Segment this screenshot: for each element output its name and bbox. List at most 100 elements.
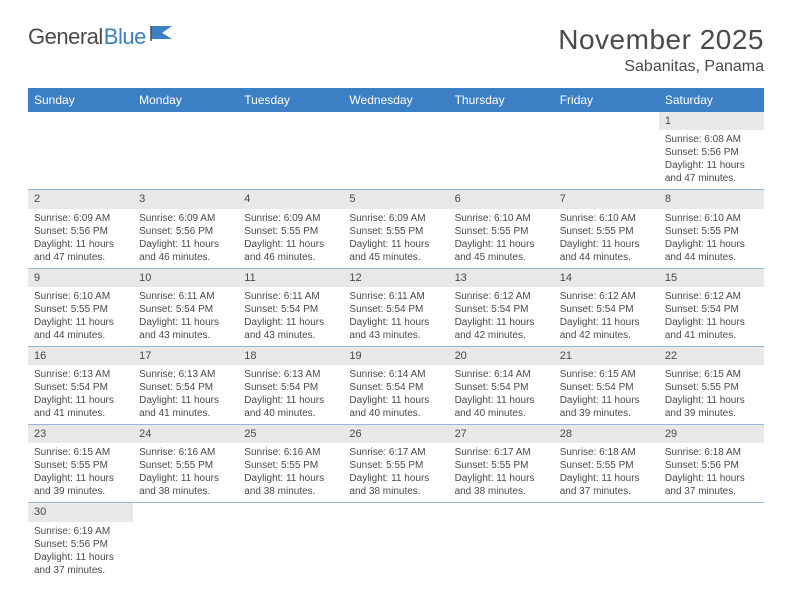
daylight-text: and 47 minutes. [665,172,758,185]
brand-part1: General [28,24,103,50]
sunrise-text: Sunrise: 6:10 AM [34,290,127,303]
day-number: 18 [238,347,343,365]
day-details: Sunrise: 6:13 AMSunset: 5:54 PMDaylight:… [133,365,238,424]
day-details: Sunrise: 6:11 AMSunset: 5:54 PMDaylight:… [133,287,238,346]
daylight-text: and 43 minutes. [349,329,442,342]
daylight-text: and 44 minutes. [560,251,653,264]
day-details: Sunrise: 6:13 AMSunset: 5:54 PMDaylight:… [28,365,133,424]
sunset-text: Sunset: 5:56 PM [34,225,127,238]
day-details: Sunrise: 6:13 AMSunset: 5:54 PMDaylight:… [238,365,343,424]
daylight-text: and 37 minutes. [560,485,653,498]
sunset-text: Sunset: 5:54 PM [244,381,337,394]
day-number: 8 [659,190,764,208]
daylight-text: Daylight: 11 hours [139,238,232,251]
calendar-cell: 10Sunrise: 6:11 AMSunset: 5:54 PMDayligh… [133,268,238,346]
sunrise-text: Sunrise: 6:18 AM [560,446,653,459]
daylight-text: and 46 minutes. [244,251,337,264]
calendar-cell: 23Sunrise: 6:15 AMSunset: 5:55 PMDayligh… [28,425,133,503]
daylight-text: and 37 minutes. [34,564,127,577]
day-details: Sunrise: 6:11 AMSunset: 5:54 PMDaylight:… [343,287,448,346]
daylight-text: Daylight: 11 hours [244,394,337,407]
day-details: Sunrise: 6:16 AMSunset: 5:55 PMDaylight:… [133,443,238,502]
sunset-text: Sunset: 5:55 PM [455,225,548,238]
calendar-cell [343,112,448,190]
daylight-text: Daylight: 11 hours [244,238,337,251]
calendar-table: Sunday Monday Tuesday Wednesday Thursday… [28,88,764,581]
daylight-text: Daylight: 11 hours [34,316,127,329]
day-number: 10 [133,269,238,287]
daylight-text: Daylight: 11 hours [455,238,548,251]
day-number: 9 [28,269,133,287]
day-number: 12 [343,269,448,287]
daylight-text: and 47 minutes. [34,251,127,264]
daylight-text: and 39 minutes. [560,407,653,420]
day-number: 27 [449,425,554,443]
calendar-row: 1Sunrise: 6:08 AMSunset: 5:56 PMDaylight… [28,112,764,190]
daylight-text: Daylight: 11 hours [139,394,232,407]
sunrise-text: Sunrise: 6:15 AM [34,446,127,459]
sunrise-text: Sunrise: 6:09 AM [34,212,127,225]
calendar-row: 16Sunrise: 6:13 AMSunset: 5:54 PMDayligh… [28,346,764,424]
sunset-text: Sunset: 5:55 PM [560,459,653,472]
calendar-cell [343,503,448,581]
sunrise-text: Sunrise: 6:13 AM [34,368,127,381]
day-details: Sunrise: 6:15 AMSunset: 5:54 PMDaylight:… [554,365,659,424]
calendar-cell: 27Sunrise: 6:17 AMSunset: 5:55 PMDayligh… [449,425,554,503]
sunset-text: Sunset: 5:55 PM [34,303,127,316]
calendar-cell: 19Sunrise: 6:14 AMSunset: 5:54 PMDayligh… [343,346,448,424]
daylight-text: Daylight: 11 hours [34,238,127,251]
daylight-text: and 40 minutes. [244,407,337,420]
sunrise-text: Sunrise: 6:11 AM [139,290,232,303]
sunset-text: Sunset: 5:54 PM [560,303,653,316]
flag-icon [150,24,176,42]
calendar-cell: 14Sunrise: 6:12 AMSunset: 5:54 PMDayligh… [554,268,659,346]
sunrise-text: Sunrise: 6:10 AM [560,212,653,225]
sunrise-text: Sunrise: 6:15 AM [560,368,653,381]
day-number: 11 [238,269,343,287]
daylight-text: Daylight: 11 hours [349,238,442,251]
day-number: 13 [449,269,554,287]
daylight-text: and 40 minutes. [349,407,442,420]
weekday-header: Thursday [449,88,554,112]
daylight-text: and 38 minutes. [349,485,442,498]
day-number: 14 [554,269,659,287]
calendar-row: 2Sunrise: 6:09 AMSunset: 5:56 PMDaylight… [28,190,764,268]
calendar-cell: 11Sunrise: 6:11 AMSunset: 5:54 PMDayligh… [238,268,343,346]
daylight-text: and 41 minutes. [34,407,127,420]
daylight-text: and 45 minutes. [349,251,442,264]
calendar-cell: 15Sunrise: 6:12 AMSunset: 5:54 PMDayligh… [659,268,764,346]
day-number: 28 [554,425,659,443]
daylight-text: and 41 minutes. [665,329,758,342]
day-details: Sunrise: 6:10 AMSunset: 5:55 PMDaylight:… [554,209,659,268]
calendar-cell [28,112,133,190]
day-number: 4 [238,190,343,208]
calendar-cell: 26Sunrise: 6:17 AMSunset: 5:55 PMDayligh… [343,425,448,503]
day-details: Sunrise: 6:10 AMSunset: 5:55 PMDaylight:… [449,209,554,268]
sunset-text: Sunset: 5:54 PM [34,381,127,394]
sunrise-text: Sunrise: 6:17 AM [349,446,442,459]
day-details: Sunrise: 6:17 AMSunset: 5:55 PMDaylight:… [343,443,448,502]
sunset-text: Sunset: 5:55 PM [665,381,758,394]
day-number: 21 [554,347,659,365]
day-number: 5 [343,190,448,208]
day-number: 22 [659,347,764,365]
sunrise-text: Sunrise: 6:10 AM [665,212,758,225]
calendar-cell: 3Sunrise: 6:09 AMSunset: 5:56 PMDaylight… [133,190,238,268]
weekday-header: Saturday [659,88,764,112]
sunset-text: Sunset: 5:54 PM [244,303,337,316]
calendar-cell: 7Sunrise: 6:10 AMSunset: 5:55 PMDaylight… [554,190,659,268]
calendar-row: 30Sunrise: 6:19 AMSunset: 5:56 PMDayligh… [28,503,764,581]
daylight-text: Daylight: 11 hours [560,472,653,485]
daylight-text: Daylight: 11 hours [560,316,653,329]
page-title: November 2025 [558,24,764,56]
sunset-text: Sunset: 5:55 PM [349,459,442,472]
title-block: November 2025 Sabanitas, Panama [558,24,764,76]
calendar-cell: 21Sunrise: 6:15 AMSunset: 5:54 PMDayligh… [554,346,659,424]
day-number: 15 [659,269,764,287]
sunrise-text: Sunrise: 6:11 AM [349,290,442,303]
calendar-cell: 17Sunrise: 6:13 AMSunset: 5:54 PMDayligh… [133,346,238,424]
daylight-text: Daylight: 11 hours [665,159,758,172]
calendar-cell [449,503,554,581]
daylight-text: Daylight: 11 hours [349,394,442,407]
daylight-text: Daylight: 11 hours [244,316,337,329]
